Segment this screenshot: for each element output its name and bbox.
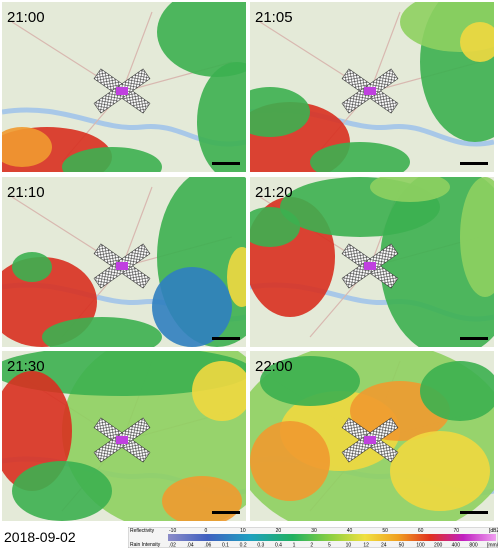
legend-tick: 0.1 — [222, 543, 229, 549]
legend-tick: 10 — [240, 528, 246, 534]
legend-tick: .04 — [187, 543, 194, 549]
scale-bar — [460, 162, 488, 165]
rain-area — [390, 431, 490, 511]
center-marker — [116, 436, 128, 444]
rain-area — [152, 267, 232, 347]
radar-panel: 21:10 — [2, 177, 246, 347]
rain-area — [460, 177, 494, 297]
legend-tick: 20 — [276, 528, 282, 534]
rain-area — [162, 476, 242, 521]
rain-area — [12, 252, 52, 282]
center-marker — [116, 262, 128, 270]
legend-tick: 12 — [363, 543, 369, 549]
legend-label: Reflectivity — [130, 528, 155, 534]
colorbar: Reflectivity Rain Intensity -10 0 10 20 30 40… — [128, 527, 498, 548]
legend-tick: 60 — [418, 528, 424, 534]
legend-tick: 0.4 — [275, 543, 282, 549]
rain-area — [260, 356, 360, 406]
legend-tick: 800 — [469, 543, 478, 549]
rain-area — [2, 371, 72, 491]
radar-panel: 22:00 — [250, 351, 494, 521]
scale-bar — [460, 337, 488, 340]
timestamp: 21:20 — [255, 184, 293, 201]
rain-area — [2, 127, 52, 167]
rain-area — [250, 421, 330, 501]
legend-tick: 10 — [346, 543, 352, 549]
rain-area — [197, 62, 246, 172]
rain-area — [192, 361, 246, 421]
timestamp: 21:05 — [255, 9, 293, 26]
radar-panel: 21:00 — [2, 2, 246, 172]
radar-panel: 21:20 — [250, 177, 494, 347]
legend-tick: 50 — [399, 543, 405, 549]
timestamp: 21:10 — [7, 184, 45, 201]
scale-bar — [460, 511, 488, 514]
timestamp: 21:00 — [7, 9, 45, 26]
radar-panel: 21:05 — [250, 2, 494, 172]
rain-area — [310, 142, 410, 172]
legend-tick: -10 — [169, 528, 176, 534]
legend-tick: 50 — [382, 528, 388, 534]
rain-area — [157, 2, 246, 77]
legend-tick: .06 — [204, 543, 211, 549]
center-marker — [364, 262, 376, 270]
scale-bar — [212, 162, 240, 165]
legend-tick: 0.2 — [240, 543, 247, 549]
rain-area — [250, 87, 310, 137]
legend-tick: 1 — [293, 543, 296, 549]
center-marker — [364, 436, 376, 444]
colorbar-gradient — [168, 534, 496, 541]
legend-tick: 30 — [311, 528, 317, 534]
legend-tick: 24 — [381, 543, 387, 549]
legend-tick: 100 — [416, 543, 425, 549]
rain-area — [460, 22, 494, 62]
legend-tick: 400 — [452, 543, 461, 549]
legend-tick: 0 — [205, 528, 208, 534]
timestamp: 21:30 — [7, 358, 45, 375]
legend-tick: 5 — [328, 543, 331, 549]
center-marker — [364, 87, 376, 95]
rain-area — [42, 317, 162, 347]
scale-bar — [212, 337, 240, 340]
rain-area — [2, 351, 246, 396]
legend-tick: [mm/h] — [487, 543, 498, 549]
legend-tick: 40 — [347, 528, 353, 534]
radar-panel: 21:30 — [2, 351, 246, 521]
scale-bar — [212, 511, 240, 514]
legend-tick: 70 — [453, 528, 459, 534]
legend-tick: 2 — [310, 543, 313, 549]
rain-area — [12, 461, 112, 521]
rain-area — [227, 247, 246, 307]
timestamp: 22:00 — [255, 358, 293, 375]
legend-label: Rain Intensity — [130, 542, 161, 548]
legend-tick: .02 — [169, 543, 176, 549]
rain-area — [370, 177, 450, 202]
center-marker — [116, 87, 128, 95]
legend-tick: 200 — [434, 543, 443, 549]
rain-area — [420, 361, 494, 421]
rain-area — [62, 147, 162, 172]
date-label: 2018-09-02 — [4, 529, 76, 545]
legend-tick: [dBZ] — [489, 528, 498, 534]
legend-tick: 0.3 — [257, 543, 264, 549]
